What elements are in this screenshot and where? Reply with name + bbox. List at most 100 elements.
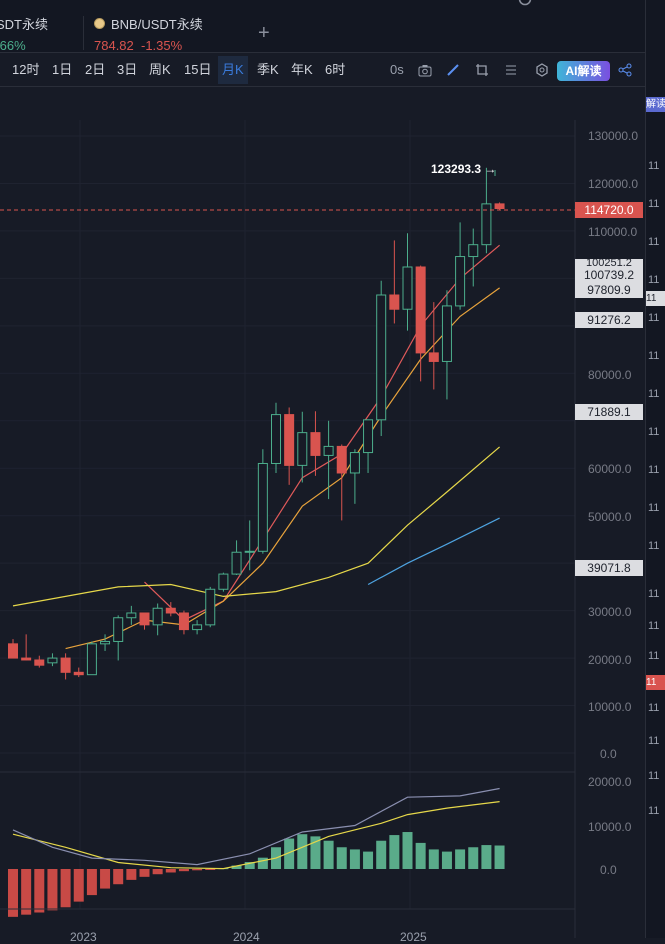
ma-price-tag-partial: 100251.2 [575, 259, 643, 267]
macd-bar-negative [126, 869, 137, 880]
macd-bar-positive [323, 840, 334, 869]
macd-bar-negative [100, 869, 111, 889]
price-tick: 0.0 [600, 747, 617, 761]
price-tick: 110000.0 [588, 225, 638, 239]
tab-bnb-price: 784.82 [94, 38, 134, 53]
ma-line [144, 244, 500, 621]
candle-body-up [349, 452, 360, 474]
candle-body-down [139, 612, 150, 626]
candle-body-down [310, 432, 321, 456]
timeframe-month[interactable]: 月K [218, 56, 248, 84]
camera-icon[interactable] [418, 63, 432, 77]
strip-number: 11 [648, 426, 660, 438]
candle-body-down [178, 612, 189, 631]
tab-divider [83, 16, 84, 50]
macd-indicator [8, 787, 505, 917]
macd-bar-positive [428, 849, 439, 869]
strip-number: 11 [648, 735, 660, 747]
close-icon[interactable] [608, 0, 622, 9]
macd-bar-positive [363, 851, 374, 869]
maximize-icon[interactable] [580, 0, 594, 9]
candle-body-up [271, 414, 281, 464]
timeframe-quarter[interactable]: 季K [257, 62, 279, 77]
time-tick: 2024 [233, 930, 260, 944]
candle-body-down [336, 445, 347, 474]
macd-tick: 0.0 [600, 863, 617, 877]
price-tick: 20000.0 [588, 653, 632, 667]
strip-tag: 11 [646, 675, 665, 690]
candlesticks [8, 167, 505, 680]
ma-price-tag: 91276.2 [575, 312, 643, 328]
macd-bar-negative [152, 869, 163, 875]
macd-bar-positive [310, 836, 321, 869]
symbol-tab-bnb[interactable]: BNB/USDT永续 784.82 -1.35% [94, 14, 203, 53]
strip-number: 11 [648, 274, 660, 286]
ai-side-tag[interactable]: 解读 [646, 97, 665, 112]
candle-body-up [100, 640, 111, 645]
candle-body-up [192, 624, 203, 631]
search-icon[interactable] [518, 0, 534, 11]
ma-price-tag: 100739.2 [575, 267, 643, 283]
macd-bar-positive [481, 845, 492, 869]
price-tick: 50000.0 [588, 510, 632, 524]
candle-body-down [389, 294, 400, 310]
top-tab-bar: SDT永续 .66% BNB/USDT永续 784.82 -1.35% + [0, 0, 645, 53]
add-tab-button[interactable]: + [258, 22, 270, 44]
macd-bar-positive [402, 832, 413, 869]
candle-body-up [468, 244, 479, 258]
strip-number: 11 [648, 388, 660, 400]
price-tick: 120000.0 [588, 177, 639, 191]
timeframe-15d[interactable]: 15日 [184, 62, 212, 77]
ma-line [367, 517, 500, 586]
candle-body-down [428, 352, 439, 362]
timeframe-1d[interactable]: 1日 [52, 62, 73, 77]
timeframe-year[interactable]: 年K [291, 62, 313, 77]
macd-bar-negative [192, 869, 203, 871]
price-tick: 30000.0 [588, 605, 632, 619]
price-tick: 60000.0 [588, 462, 632, 476]
candle-body-down [60, 657, 71, 673]
timeframe-6h[interactable]: 6时 [325, 62, 346, 77]
strip-number: 11 [648, 350, 660, 362]
timeframe-12h[interactable]: 12时 [12, 62, 40, 77]
share-icon[interactable] [618, 63, 632, 77]
timeframe-3d[interactable]: 3日 [117, 62, 138, 77]
ma-line [65, 287, 500, 650]
macd-bar-negative [139, 869, 150, 877]
peak-price-label: 123293.3 → [431, 162, 497, 176]
tab-bnb-name: BNB/USDT永续 [111, 17, 203, 32]
timeframe-week[interactable]: 周K [149, 62, 171, 77]
tab-bnb-change: -1.35% [141, 38, 183, 53]
ai-analysis-button[interactable]: AI解读 [557, 61, 610, 81]
price-chart[interactable] [0, 87, 645, 938]
strip-number: 11 [648, 502, 660, 514]
candle-body-down [415, 266, 426, 354]
candle-body-up [455, 256, 466, 307]
candle-body-down [284, 414, 295, 466]
ma-line [12, 446, 500, 607]
macd-bar-positive [468, 847, 479, 869]
macd-bar-positive [244, 862, 255, 869]
macd-bar-negative [73, 869, 84, 902]
macd-bar-positive [494, 845, 505, 869]
price-tick: 80000.0 [588, 368, 632, 382]
macd-dea-line [12, 787, 500, 866]
crop-icon[interactable] [475, 63, 489, 77]
settings-list-icon[interactable] [504, 63, 518, 77]
candle-body-down [494, 203, 505, 210]
macd-bar-positive [389, 835, 400, 869]
secondary-panel-strip: 解读 11 11 11 11 11 11 11 11 11 11 11 11 1… [645, 0, 665, 938]
candle-body-down [73, 671, 84, 676]
gear-icon[interactable] [535, 63, 549, 77]
candle-body-down [34, 659, 45, 666]
moving-average-lines [12, 244, 500, 650]
minimize-icon[interactable] [552, 0, 566, 9]
strip-number: 11 [648, 650, 660, 662]
timeframe-2d[interactable]: 2日 [85, 62, 106, 77]
symbol-tab-btc[interactable]: SDT永续 .66% [0, 14, 48, 53]
macd-bar-negative [60, 869, 71, 908]
pen-icon[interactable] [446, 63, 460, 77]
macd-bar-positive [455, 849, 466, 869]
macd-tick: 20000.0 [588, 775, 632, 789]
candle-body-down [165, 607, 176, 614]
